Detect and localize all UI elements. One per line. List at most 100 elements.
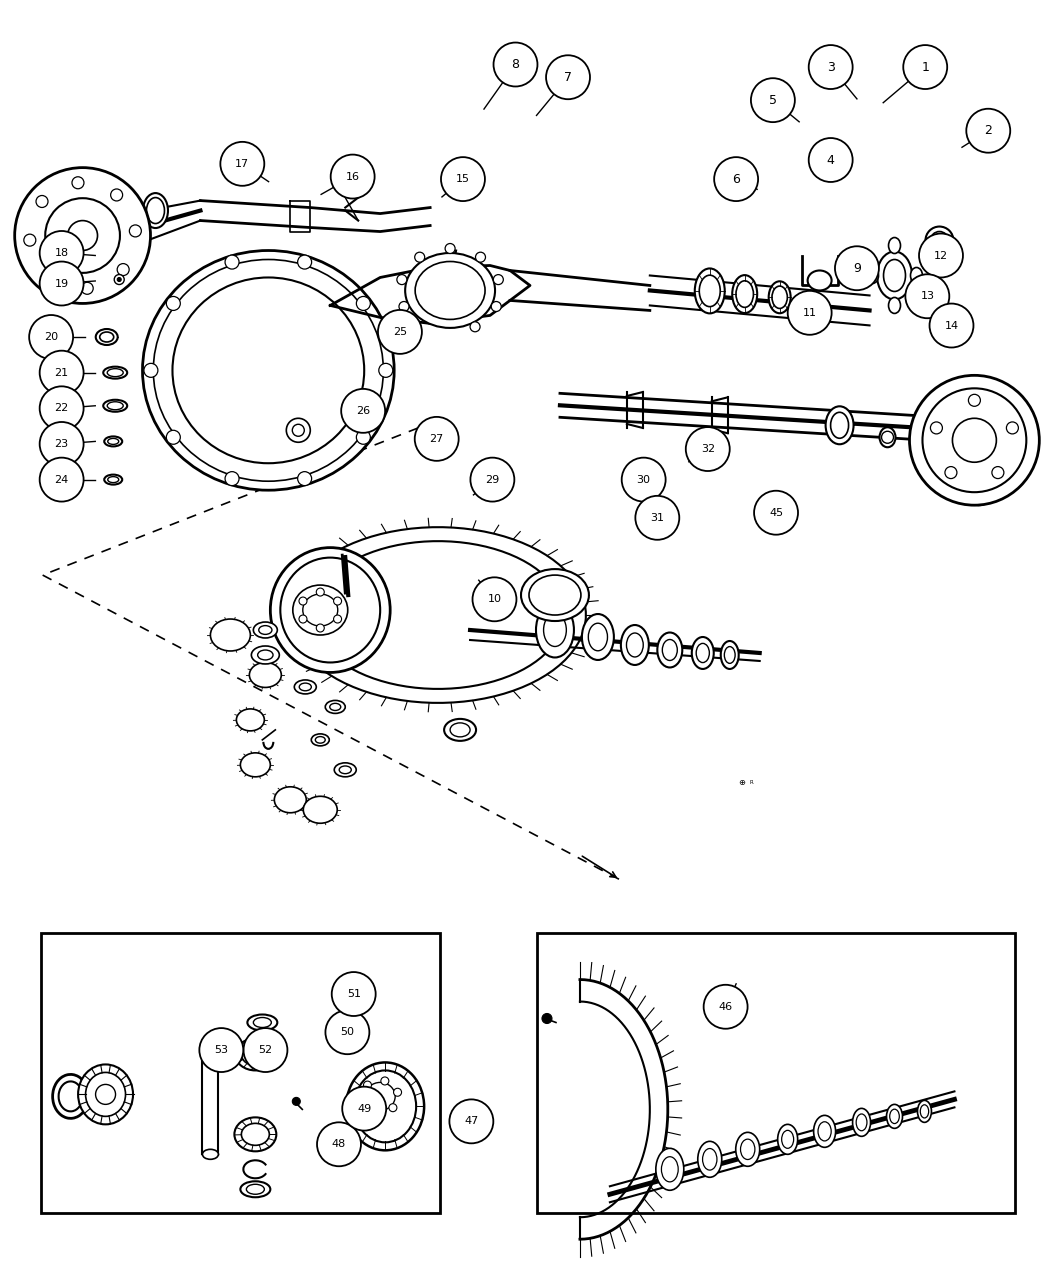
Text: 26: 26 [356,405,370,416]
Text: 23: 23 [55,439,68,449]
Ellipse shape [103,367,127,379]
Text: 13: 13 [920,291,934,301]
Ellipse shape [826,407,853,444]
Circle shape [117,278,121,282]
Circle shape [24,235,36,246]
Circle shape [341,389,385,432]
Bar [202,1044,219,1154]
Circle shape [969,394,980,407]
Text: 5: 5 [769,93,776,107]
Ellipse shape [544,613,566,646]
Circle shape [751,78,795,122]
Ellipse shape [655,1149,684,1191]
Circle shape [754,491,798,534]
Ellipse shape [240,752,270,776]
Circle shape [906,274,949,319]
Text: 14: 14 [945,320,958,330]
Text: 7: 7 [564,70,572,84]
Text: 31: 31 [650,513,664,523]
Text: 47: 47 [464,1117,479,1126]
Ellipse shape [658,632,683,667]
Circle shape [67,221,98,250]
Circle shape [904,45,947,89]
Text: 9: 9 [853,261,861,274]
Circle shape [930,303,973,348]
Ellipse shape [697,1141,722,1177]
Ellipse shape [107,368,123,376]
Ellipse shape [299,683,311,691]
Circle shape [40,261,83,306]
Circle shape [357,297,370,310]
Bar [41,933,440,1213]
Circle shape [166,297,180,310]
Ellipse shape [251,646,280,664]
Circle shape [81,282,94,295]
Circle shape [493,274,503,284]
Text: 46: 46 [719,1002,732,1012]
Ellipse shape [808,270,831,291]
Ellipse shape [335,762,357,776]
Ellipse shape [210,620,250,652]
Ellipse shape [694,269,725,314]
Circle shape [166,430,180,444]
Text: ⊕: ⊕ [739,778,745,787]
Circle shape [72,177,84,189]
Ellipse shape [703,1149,717,1170]
Circle shape [835,246,878,291]
Ellipse shape [103,400,127,412]
Ellipse shape [877,251,912,300]
Circle shape [96,1085,116,1104]
Ellipse shape [107,439,119,445]
Ellipse shape [303,797,338,824]
Ellipse shape [920,1104,929,1118]
Circle shape [110,189,123,201]
Text: 25: 25 [392,326,407,337]
Ellipse shape [325,700,345,714]
Circle shape [36,195,48,208]
Circle shape [342,1086,386,1131]
Ellipse shape [621,625,649,666]
Ellipse shape [202,1149,219,1159]
Circle shape [449,1099,493,1144]
Circle shape [117,264,129,275]
Ellipse shape [259,626,271,635]
Ellipse shape [202,1039,219,1049]
Ellipse shape [303,594,338,626]
Text: 45: 45 [769,507,783,518]
Text: 16: 16 [346,172,360,181]
Circle shape [381,1077,389,1085]
Ellipse shape [867,268,878,283]
Bar [537,933,1014,1213]
Text: 53: 53 [215,1046,228,1054]
Ellipse shape [329,704,341,710]
Circle shape [364,1081,371,1089]
Text: 29: 29 [485,474,500,484]
Text: 2: 2 [985,124,992,138]
Circle shape [788,291,832,335]
Circle shape [45,198,120,273]
Circle shape [129,224,141,237]
Circle shape [298,472,311,486]
Text: 8: 8 [511,57,520,71]
Circle shape [357,430,370,444]
Circle shape [333,597,342,606]
Circle shape [317,588,324,595]
Ellipse shape [879,427,895,448]
Text: 21: 21 [55,367,68,377]
Ellipse shape [100,332,114,342]
Ellipse shape [529,575,581,615]
Circle shape [298,255,311,269]
Text: 27: 27 [429,434,444,444]
Circle shape [476,252,485,263]
Bar [339,583,350,592]
Ellipse shape [346,1062,424,1150]
Circle shape [910,375,1039,505]
Circle shape [225,255,239,269]
Ellipse shape [782,1131,793,1149]
Ellipse shape [535,603,574,658]
Circle shape [292,1098,300,1105]
Circle shape [952,418,996,463]
Circle shape [299,597,307,606]
Circle shape [809,138,853,182]
Circle shape [330,154,375,199]
